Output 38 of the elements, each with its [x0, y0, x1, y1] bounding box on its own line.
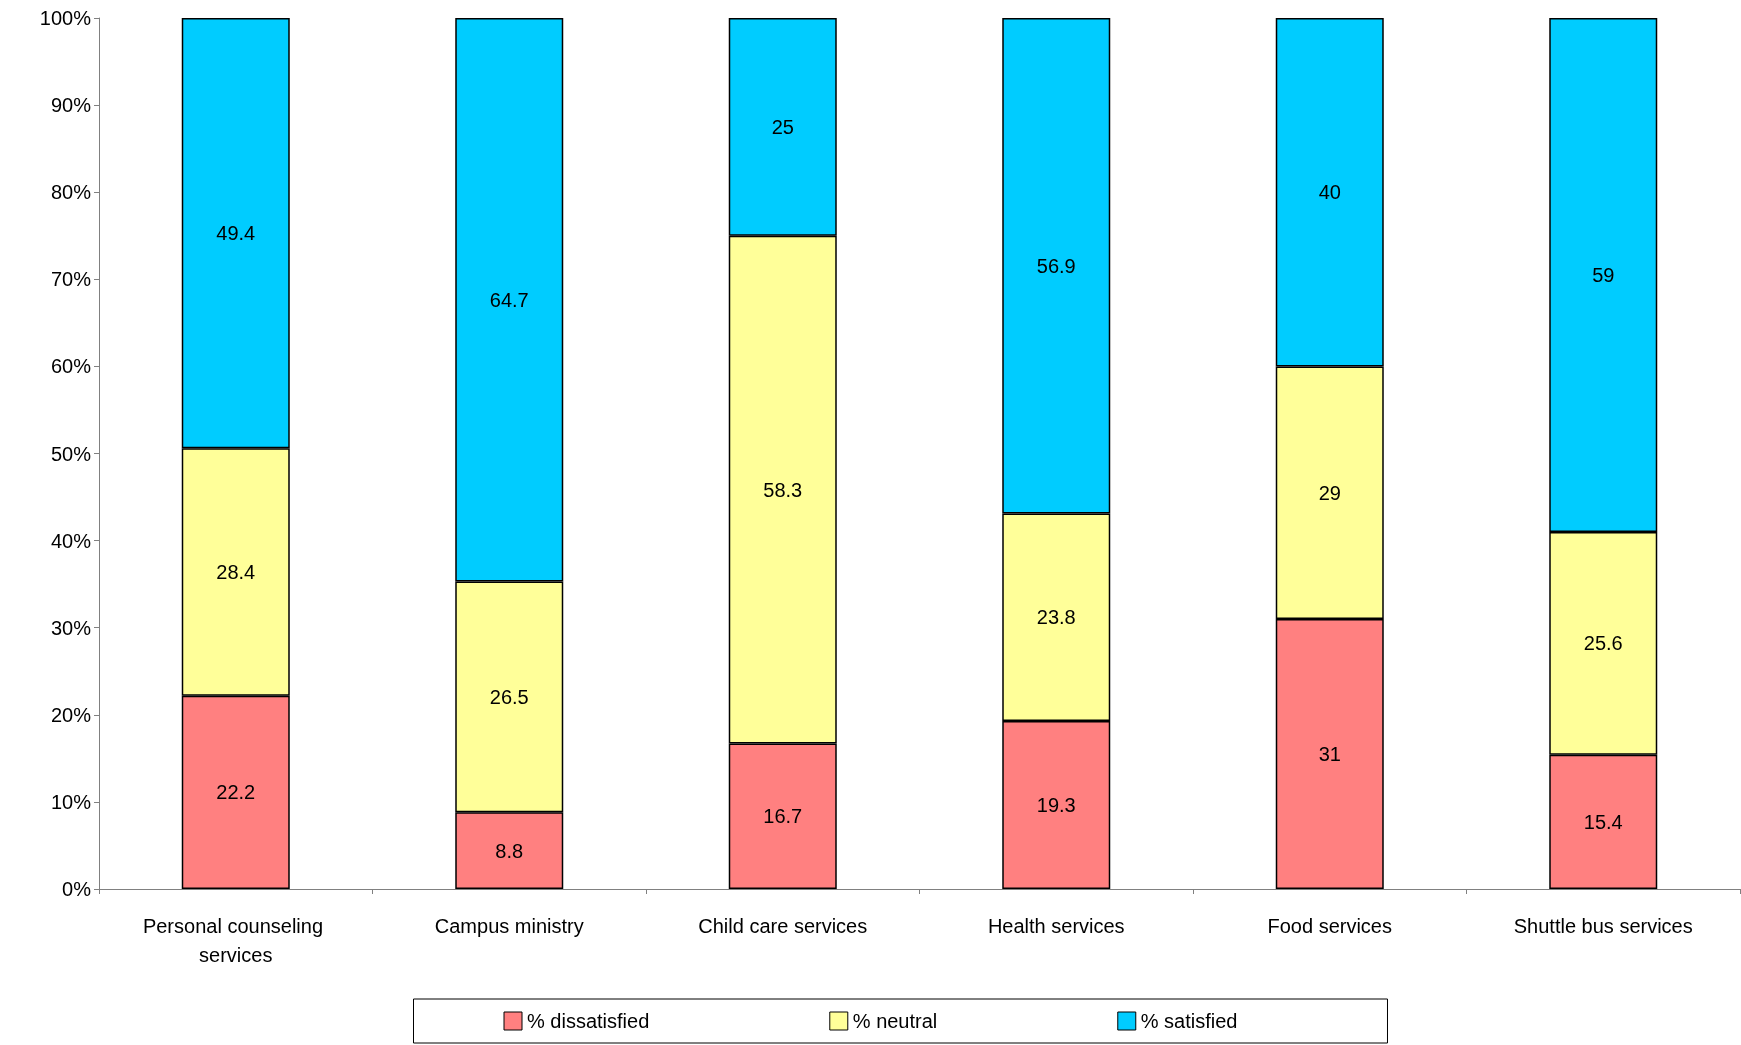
- x-tick-label: Personal counseling services: [142, 914, 329, 966]
- data-label: 31: [1318, 742, 1341, 765]
- data-label: 49.4: [216, 222, 256, 245]
- data-label: 22.2: [216, 781, 256, 804]
- data-label: 19.3: [1036, 793, 1076, 816]
- x-tick-label: Shuttle bus services: [1513, 914, 1693, 937]
- data-label: 29: [1318, 481, 1341, 504]
- data-label: 28.4: [216, 560, 256, 583]
- data-label: 23.8: [1036, 606, 1076, 629]
- data-label: 8.8: [495, 839, 524, 862]
- x-tick-label: Health services: [987, 914, 1125, 937]
- y-tick-label: 20%: [50, 703, 92, 726]
- data-label: 15.4: [1583, 810, 1623, 833]
- y-tick-label: 40%: [50, 529, 92, 552]
- data-label: 25: [771, 115, 794, 138]
- data-label: 26.5: [489, 685, 529, 708]
- data-label: 56.9: [1036, 254, 1076, 277]
- y-tick-label: 0%: [62, 878, 92, 900]
- y-tick-label: 50%: [50, 442, 92, 465]
- y-tick-label: 90%: [50, 94, 92, 117]
- legend-label: % neutral: [852, 1010, 938, 1032]
- data-label: 25.6: [1583, 632, 1623, 655]
- y-tick-label: 30%: [50, 616, 92, 639]
- y-tick-label: 80%: [50, 181, 92, 204]
- y-tick-label: 60%: [50, 355, 92, 378]
- data-label: 64.7: [489, 288, 529, 311]
- x-tick-label: Child care services: [698, 914, 868, 937]
- x-tick-label: Campus ministry: [434, 914, 584, 937]
- y-tick-label: 100%: [39, 7, 92, 29]
- data-label: 58.3: [763, 478, 803, 501]
- data-label: 16.7: [763, 805, 803, 828]
- y-tick-label: 10%: [50, 790, 92, 813]
- legend-label: % dissatisfied: [527, 1010, 650, 1032]
- y-tick-label: 70%: [50, 268, 92, 291]
- x-tick-label: Food services: [1267, 914, 1392, 937]
- data-label: 40: [1318, 181, 1341, 204]
- data-label: 59: [1592, 263, 1615, 286]
- legend-label: % satisfied: [1140, 1010, 1238, 1032]
